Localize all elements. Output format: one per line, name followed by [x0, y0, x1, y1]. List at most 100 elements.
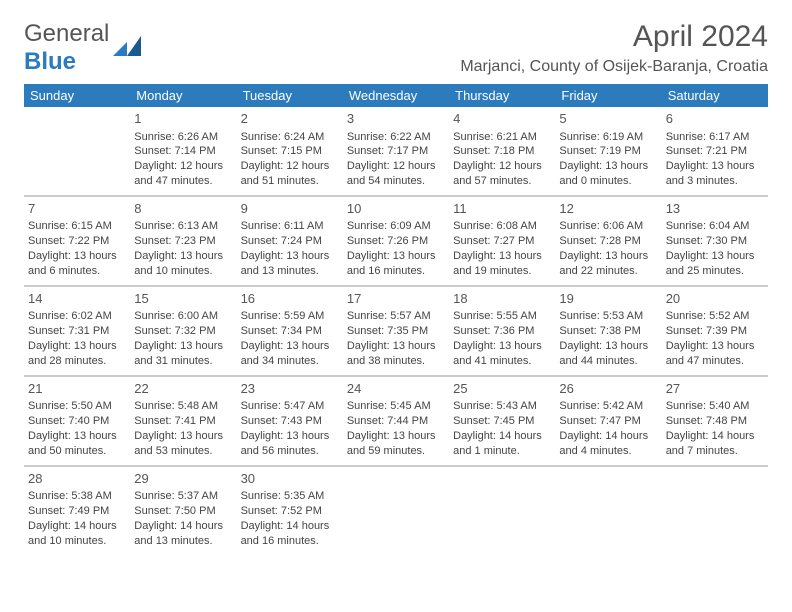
cell-text: Daylight: 13 hours: [453, 249, 551, 264]
day-number: 15: [134, 290, 232, 308]
cell-text: Sunrise: 5:50 AM: [28, 399, 126, 414]
cell-text: Sunset: 7:50 PM: [134, 504, 232, 519]
cell-text: and 59 minutes.: [347, 444, 445, 459]
cell-text: Sunset: 7:18 PM: [453, 144, 551, 159]
calendar-cell: 9Sunrise: 6:11 AMSunset: 7:24 PMDaylight…: [237, 196, 343, 286]
calendar-cell: 29Sunrise: 5:37 AMSunset: 7:50 PMDayligh…: [130, 466, 236, 555]
day-number: 22: [134, 380, 232, 398]
calendar-cell: 13Sunrise: 6:04 AMSunset: 7:30 PMDayligh…: [662, 196, 768, 286]
cell-text: Sunrise: 5:43 AM: [453, 399, 551, 414]
cell-text: Sunset: 7:45 PM: [453, 414, 551, 429]
day-number: 19: [559, 290, 657, 308]
cell-text: Sunrise: 6:02 AM: [28, 309, 126, 324]
cell-text: Daylight: 12 hours: [453, 159, 551, 174]
day-number: 13: [666, 200, 764, 218]
calendar-cell: [555, 466, 661, 555]
calendar-cell: 7Sunrise: 6:15 AMSunset: 7:22 PMDaylight…: [24, 196, 130, 286]
cell-text: Sunset: 7:47 PM: [559, 414, 657, 429]
cell-text: and 16 minutes.: [347, 264, 445, 279]
cell-text: and 25 minutes.: [666, 264, 764, 279]
cell-text: Daylight: 13 hours: [559, 249, 657, 264]
cell-text: Sunset: 7:15 PM: [241, 144, 339, 159]
cell-text: and 53 minutes.: [134, 444, 232, 459]
calendar-row: 28Sunrise: 5:38 AMSunset: 7:49 PMDayligh…: [24, 466, 768, 555]
cell-text: Sunrise: 5:38 AM: [28, 489, 126, 504]
cell-text: Daylight: 12 hours: [347, 159, 445, 174]
calendar-cell: 22Sunrise: 5:48 AMSunset: 7:41 PMDayligh…: [130, 376, 236, 466]
day-number: 17: [347, 290, 445, 308]
cell-text: Sunrise: 5:42 AM: [559, 399, 657, 414]
cell-text: Daylight: 13 hours: [347, 249, 445, 264]
cell-text: Sunrise: 5:37 AM: [134, 489, 232, 504]
calendar-cell: 24Sunrise: 5:45 AMSunset: 7:44 PMDayligh…: [343, 376, 449, 466]
cell-text: Sunrise: 5:47 AM: [241, 399, 339, 414]
logo-text-1: General: [24, 20, 109, 47]
calendar-cell: 8Sunrise: 6:13 AMSunset: 7:23 PMDaylight…: [130, 196, 236, 286]
day-number: 30: [241, 470, 339, 488]
cell-text: Daylight: 14 hours: [134, 519, 232, 534]
cell-text: Daylight: 13 hours: [28, 339, 126, 354]
cell-text: Sunset: 7:26 PM: [347, 234, 445, 249]
calendar-cell: 30Sunrise: 5:35 AMSunset: 7:52 PMDayligh…: [237, 466, 343, 555]
cell-text: Daylight: 13 hours: [28, 249, 126, 264]
cell-text: Daylight: 13 hours: [666, 249, 764, 264]
cell-text: Sunset: 7:22 PM: [28, 234, 126, 249]
cell-text: and 54 minutes.: [347, 174, 445, 189]
calendar-cell: 2Sunrise: 6:24 AMSunset: 7:15 PMDaylight…: [237, 107, 343, 196]
cell-text: Daylight: 12 hours: [241, 159, 339, 174]
day-number: 25: [453, 380, 551, 398]
day-number: 14: [28, 290, 126, 308]
cell-text: Daylight: 13 hours: [134, 429, 232, 444]
cell-text: Daylight: 13 hours: [559, 159, 657, 174]
day-number: 18: [453, 290, 551, 308]
day-number: 8: [134, 200, 232, 218]
calendar-cell: 15Sunrise: 6:00 AMSunset: 7:32 PMDayligh…: [130, 286, 236, 376]
logo-text-2: Blue: [24, 48, 76, 75]
cell-text: Daylight: 13 hours: [134, 339, 232, 354]
cell-text: and 13 minutes.: [241, 264, 339, 279]
day-number: 11: [453, 200, 551, 218]
cell-text: Sunset: 7:43 PM: [241, 414, 339, 429]
location: Marjanci, County of Osijek-Baranja, Croa…: [460, 58, 768, 76]
cell-text: and 22 minutes.: [559, 264, 657, 279]
logo-text: General Blue: [24, 20, 109, 76]
header: General Blue April 2024 Marjanci, County…: [24, 20, 768, 76]
cell-text: and 31 minutes.: [134, 354, 232, 369]
cell-text: Sunrise: 6:17 AM: [666, 130, 764, 145]
cell-text: and 47 minutes.: [134, 174, 232, 189]
day-header: Sunday: [24, 84, 130, 107]
cell-text: Daylight: 13 hours: [347, 429, 445, 444]
day-number: 2: [241, 110, 339, 128]
calendar-cell: 26Sunrise: 5:42 AMSunset: 7:47 PMDayligh…: [555, 376, 661, 466]
cell-text: Sunset: 7:39 PM: [666, 324, 764, 339]
cell-text: Daylight: 13 hours: [241, 339, 339, 354]
calendar-cell: 21Sunrise: 5:50 AMSunset: 7:40 PMDayligh…: [24, 376, 130, 466]
day-number: 1: [134, 110, 232, 128]
cell-text: Sunset: 7:48 PM: [666, 414, 764, 429]
calendar-cell: 10Sunrise: 6:09 AMSunset: 7:26 PMDayligh…: [343, 196, 449, 286]
calendar-row: 14Sunrise: 6:02 AMSunset: 7:31 PMDayligh…: [24, 286, 768, 376]
calendar-cell: 1Sunrise: 6:26 AMSunset: 7:14 PMDaylight…: [130, 107, 236, 196]
day-header: Tuesday: [237, 84, 343, 107]
day-header: Saturday: [662, 84, 768, 107]
cell-text: Daylight: 12 hours: [134, 159, 232, 174]
calendar-cell: [662, 466, 768, 555]
cell-text: Sunrise: 5:40 AM: [666, 399, 764, 414]
day-number: 4: [453, 110, 551, 128]
calendar-cell: 18Sunrise: 5:55 AMSunset: 7:36 PMDayligh…: [449, 286, 555, 376]
cell-text: Sunset: 7:52 PM: [241, 504, 339, 519]
day-number: 24: [347, 380, 445, 398]
cell-text: Sunrise: 6:26 AM: [134, 130, 232, 145]
cell-text: and 3 minutes.: [666, 174, 764, 189]
day-number: 12: [559, 200, 657, 218]
day-header: Friday: [555, 84, 661, 107]
cell-text: and 51 minutes.: [241, 174, 339, 189]
cell-text: and 50 minutes.: [28, 444, 126, 459]
cell-text: Sunrise: 5:57 AM: [347, 309, 445, 324]
day-number: 26: [559, 380, 657, 398]
calendar-cell: 27Sunrise: 5:40 AMSunset: 7:48 PMDayligh…: [662, 376, 768, 466]
calendar-cell: 23Sunrise: 5:47 AMSunset: 7:43 PMDayligh…: [237, 376, 343, 466]
calendar-row: 7Sunrise: 6:15 AMSunset: 7:22 PMDaylight…: [24, 196, 768, 286]
cell-text: and 44 minutes.: [559, 354, 657, 369]
calendar-row: 1Sunrise: 6:26 AMSunset: 7:14 PMDaylight…: [24, 107, 768, 196]
